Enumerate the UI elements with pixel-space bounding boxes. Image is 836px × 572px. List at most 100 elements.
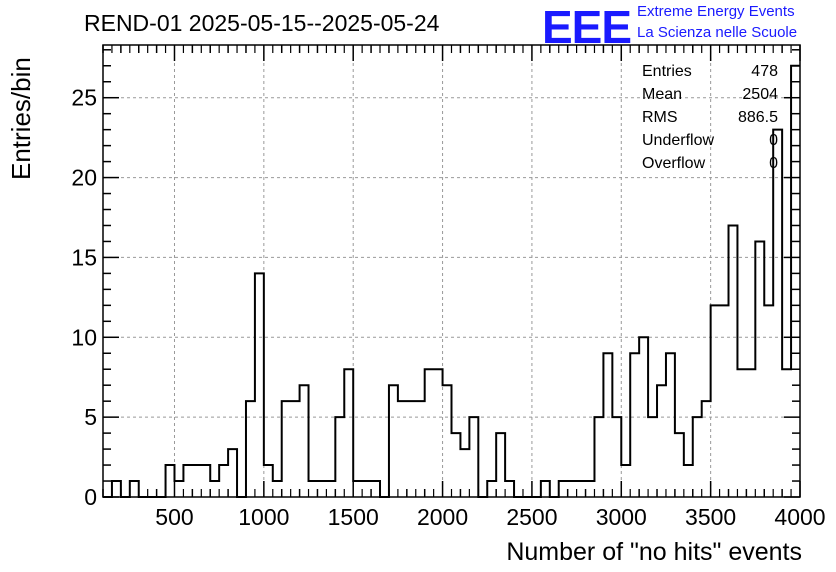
x-tick-label: 1500 <box>328 504 379 530</box>
y-tick-label: 10 <box>71 324 97 350</box>
histogram-bin <box>264 465 273 497</box>
histogram-bin <box>452 433 461 497</box>
x-tick-label: 3500 <box>685 504 736 530</box>
histogram-bin <box>630 353 639 497</box>
stat-value: 0 <box>769 132 778 149</box>
histogram-bin <box>416 401 425 497</box>
histogram-bin <box>362 481 371 497</box>
histogram-bin <box>505 481 514 497</box>
histogram-bin <box>657 385 666 497</box>
y-tick-label: 5 <box>84 404 97 430</box>
stat-underflow: Underflow 0 <box>642 129 778 152</box>
histogram-bin <box>183 465 192 497</box>
histogram-bin <box>648 417 657 497</box>
stat-rms: RMS 886.5 <box>642 106 778 129</box>
y-axis-label: Entries/bin <box>6 57 36 180</box>
y-tick-label: 0 <box>84 484 97 510</box>
histogram-bin <box>291 401 300 497</box>
x-tick-label: 3000 <box>596 504 647 530</box>
stat-label: Entries <box>642 63 692 80</box>
histogram-bin <box>693 417 702 497</box>
stat-label: Overflow <box>642 155 706 172</box>
histogram-bin <box>621 465 630 497</box>
histogram-bin <box>443 385 452 497</box>
stat-label: Underflow <box>642 132 715 149</box>
histogram-bin <box>702 401 711 497</box>
stat-overflow: Overflow 0 <box>642 152 778 175</box>
histogram-bin <box>711 305 720 497</box>
stat-mean: Mean 2504 <box>642 83 778 106</box>
stat-entries: Entries 478 <box>642 60 778 83</box>
y-tick-labels: 0 5 10 15 20 25 <box>71 85 97 510</box>
x-tick-label: 2500 <box>506 504 557 530</box>
logo-line-1: Extreme Energy Events <box>637 3 795 20</box>
axis-ticks <box>102 45 801 498</box>
histogram-bin <box>210 481 219 497</box>
histogram-bin <box>577 481 586 497</box>
histogram-bin <box>764 305 773 497</box>
histogram-bin <box>586 481 595 497</box>
histogram-bin <box>746 369 755 497</box>
histogram-bin <box>568 481 577 497</box>
stat-value: 886.5 <box>737 109 778 126</box>
stat-value: 2504 <box>742 86 778 103</box>
histogram-bin <box>389 385 398 497</box>
stats-box: Entries 478 Mean 2504 RMS 886.5 Underflo… <box>642 60 778 175</box>
histogram-bin <box>112 481 121 497</box>
histogram-bin <box>773 130 782 497</box>
histogram-bin <box>282 401 291 497</box>
histogram-bin <box>228 449 237 497</box>
eee-logo: EEE <box>542 1 632 53</box>
y-tick-label: 15 <box>71 244 97 270</box>
histogram-bin <box>666 353 675 497</box>
histogram-bin <box>791 66 800 497</box>
histogram-bin <box>469 417 478 497</box>
histogram-bin <box>407 401 416 497</box>
stat-label: Mean <box>642 86 683 103</box>
histogram-bin <box>246 401 255 497</box>
histogram-bin <box>317 481 326 497</box>
y-tick-label: 20 <box>71 165 97 191</box>
histogram-bin <box>675 433 684 497</box>
histogram-bin <box>219 465 228 497</box>
histogram-bin <box>684 465 693 497</box>
histogram-bin <box>309 481 318 497</box>
histogram-bin <box>192 465 201 497</box>
histogram-bin <box>130 481 139 497</box>
histogram-bin <box>300 385 309 497</box>
histogram-bin <box>398 401 407 497</box>
histogram-bin <box>729 225 738 497</box>
stat-value: 0 <box>769 155 778 172</box>
x-tick-labels: 500 1000 1500 2000 2500 3000 3500 4000 <box>155 504 825 530</box>
x-tick-label: 500 <box>155 504 193 530</box>
histogram-bin <box>720 305 729 497</box>
x-tick-label: 2000 <box>417 504 468 530</box>
histogram-bin <box>460 449 469 497</box>
stat-value: 478 <box>751 63 778 80</box>
histogram-bin <box>737 369 746 497</box>
x-axis-label: Number of "no hits" events <box>506 538 802 566</box>
histogram-bin <box>201 465 210 497</box>
histogram-bin <box>434 369 443 497</box>
histogram-bin <box>487 481 496 497</box>
histogram-bin <box>326 481 335 497</box>
histogram-bin <box>166 465 175 497</box>
plot-title: REND-01 2025-05-15--2025-05-24 <box>84 10 440 36</box>
logo-line-2: La Scienza nelle Scuole <box>637 24 798 41</box>
histogram-bin <box>344 369 353 497</box>
histogram-bin <box>612 417 621 497</box>
histogram-bin <box>603 353 612 497</box>
histogram-outline <box>103 64 800 498</box>
histogram-bin <box>335 417 344 497</box>
y-tick-label: 25 <box>71 85 97 111</box>
histogram-bin <box>371 481 380 497</box>
stat-label: RMS <box>642 109 678 126</box>
histogram-bin <box>353 481 362 497</box>
plot-frame <box>102 44 801 498</box>
histogram-bin <box>594 417 603 497</box>
x-tick-label: 4000 <box>774 504 825 530</box>
histogram-bin <box>496 433 505 497</box>
histogram-bin <box>425 369 434 497</box>
histogram-bin <box>755 241 764 497</box>
